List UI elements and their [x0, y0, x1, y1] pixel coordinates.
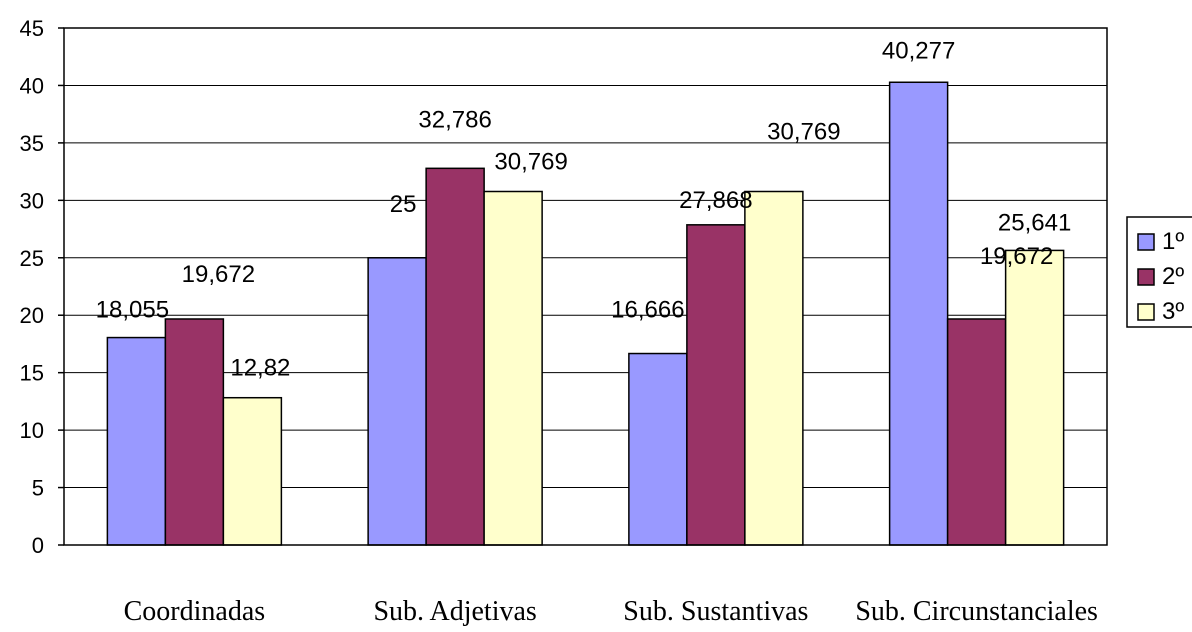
x-category-label: Coordinadas — [124, 596, 266, 627]
bars — [106, 81, 1065, 546]
y-axis-ticks: 0 5 10 15 20 25 30 35 40 45 — [20, 16, 64, 558]
legend-label: 1º — [1162, 228, 1184, 255]
y-tick-label: 0 — [32, 533, 44, 558]
bar — [367, 257, 427, 546]
data-label: 25 — [390, 191, 417, 218]
y-tick-label: 15 — [20, 361, 44, 386]
bar — [164, 318, 225, 546]
x-axis-categories: Coordinadas Sub. Adjetivas Sub. Sustantiva… — [124, 596, 1098, 627]
x-category-label: Sub. Sustantivas — [623, 596, 808, 627]
data-label: 40,277 — [882, 37, 955, 64]
bar — [106, 336, 167, 546]
data-label: 32,786 — [418, 106, 491, 133]
data-label: 30,769 — [767, 118, 840, 145]
data-label: 19,672 — [182, 261, 255, 288]
data-label: 19,672 — [980, 243, 1053, 270]
legend-label: 2º — [1162, 263, 1184, 290]
data-label: 16,666 — [611, 297, 684, 324]
data-label: 30,769 — [494, 148, 567, 175]
y-tick-label: 10 — [20, 418, 44, 443]
legend-swatch — [1137, 303, 1155, 321]
data-label: 12,82 — [230, 355, 290, 382]
bar — [1004, 249, 1065, 546]
legend-swatch — [1137, 268, 1155, 286]
x-category-label: Sub. Circunstanciales — [855, 596, 1098, 627]
data-label: 25,641 — [998, 209, 1071, 236]
legend-swatch — [1137, 233, 1155, 251]
bar — [946, 318, 1007, 546]
bar — [744, 190, 804, 546]
bar — [425, 167, 485, 546]
bar — [483, 190, 543, 546]
data-labels: 18,05519,67212,822532,78630,76916,66627,… — [96, 37, 1072, 381]
legend-label: 3º — [1162, 298, 1184, 325]
y-tick-label: 35 — [20, 131, 44, 156]
y-tick-label: 30 — [20, 188, 44, 213]
y-tick-label: 25 — [20, 246, 44, 271]
legend: 1º 2º 3º — [1126, 216, 1192, 328]
plot-area-frame — [63, 27, 1108, 546]
data-label: 27,868 — [679, 187, 752, 214]
x-category-label: Sub. Adjetivas — [373, 596, 536, 627]
y-tick-label: 40 — [20, 73, 44, 98]
data-label: 18,055 — [96, 297, 169, 324]
bar — [628, 352, 688, 546]
y-tick-label: 20 — [20, 303, 44, 328]
y-tick-label: 45 — [20, 16, 44, 41]
bar — [888, 81, 949, 546]
bar — [686, 224, 746, 546]
bar — [222, 396, 283, 546]
y-tick-label: 5 — [32, 476, 44, 501]
